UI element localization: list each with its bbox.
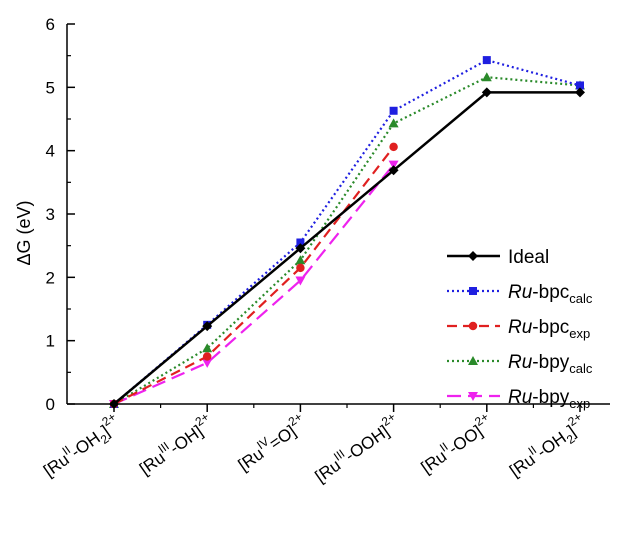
x-tick-label: [RuIII-OH]2+ (133, 410, 217, 479)
data-point-ru-bpy-exp (295, 276, 306, 286)
data-point-ru-bpy-calc (481, 72, 492, 82)
legend-entry-ru-bpc-exp: Ru-bpcexp (447, 317, 590, 341)
data-point-ru-bpc-exp (296, 263, 305, 273)
legend-label: Ru-bpyexp (508, 387, 590, 411)
series-ideal (109, 87, 585, 409)
data-point-ru-bpc-calc (296, 238, 305, 247)
legend-label: Ru-bpccalc (508, 282, 593, 306)
y-tick-label: 1 (46, 332, 55, 351)
y-tick-label: 0 (46, 395, 55, 414)
legend-swatch-marker (468, 251, 478, 261)
data-point-ru-bpc-calc (576, 81, 584, 90)
data-point-ideal (575, 87, 585, 98)
data-point-ru-bpc-calc (482, 56, 491, 65)
legend-swatch-marker (468, 356, 478, 365)
series-line-ru-bpc-exp (113, 146, 395, 405)
x-tick-label: [RuII-OO]2+ (415, 410, 497, 478)
legend: Ideal Ru-bpccalc Ru-bpcexp Ru-bpycalc Ru-bpy… (435, 238, 623, 411)
legend-label: Ideal (508, 247, 549, 268)
y-tick-label: 4 (46, 142, 55, 161)
series-line-ru-bpy-exp (113, 163, 395, 406)
y-tick-label: 6 (46, 15, 55, 34)
x-tick-label: [RuIII-OOH]2+ (309, 410, 404, 487)
legend-entry-ru-bpc-calc: Ru-bpccalc (447, 282, 593, 306)
legend-label: Ru-bpycalc (508, 352, 593, 376)
y-tick-label: 2 (46, 268, 55, 287)
data-point-ru-bpc-exp (202, 352, 212, 361)
data-point-ideal (481, 87, 492, 98)
legend-swatch-marker (468, 321, 478, 331)
x-tick-label: [RuII-OH2]2+ (37, 410, 126, 484)
legend-background (435, 238, 623, 400)
y-tick-label: 5 (46, 78, 55, 97)
data-point-ru-bpy-exp (388, 160, 399, 170)
series-line-ru-bpy-calc (113, 76, 581, 405)
data-point-ideal (109, 399, 119, 409)
data-point-ru-bpc-calc (389, 106, 398, 115)
data-point-ru-bpc-exp (389, 142, 398, 152)
y-tick-label: 3 (46, 205, 55, 224)
data-point-ideal (388, 165, 399, 176)
y-axis-title: ΔG (eV) (14, 200, 34, 265)
legend-entry-ru-bpy-calc: Ru-bpycalc (447, 352, 593, 376)
series-layer (109, 56, 585, 409)
data-point-ideal (202, 321, 213, 332)
legend-label: Ru-bpcexp (508, 317, 590, 341)
data-point-ru-bpy-exp (202, 358, 213, 368)
legend-entry-ideal: Ideal (447, 247, 549, 268)
axes: 0 1 2 3 4 5 6 (46, 15, 610, 414)
data-point-ru-bpy-calc (388, 118, 399, 128)
series-line-ideal (113, 91, 580, 405)
category-labels: [RuII-OH2]2+[RuIII-OH]2+[RuIV=O]2+[RuIII… (37, 410, 592, 487)
legend-entry-ru-bpy-exp: Ru-bpyexp (447, 387, 590, 411)
data-point-ru-bpy-calc (202, 343, 213, 353)
data-point-ru-bpy-calc (295, 255, 306, 265)
data-point-ideal (295, 243, 306, 254)
legend-swatch-marker (468, 392, 478, 401)
x-tick-label: [RuII-OH2]2+ (503, 410, 592, 484)
legend-swatch-marker (469, 287, 477, 295)
x-tick-label: [RuIV=O]2+ (232, 410, 311, 475)
